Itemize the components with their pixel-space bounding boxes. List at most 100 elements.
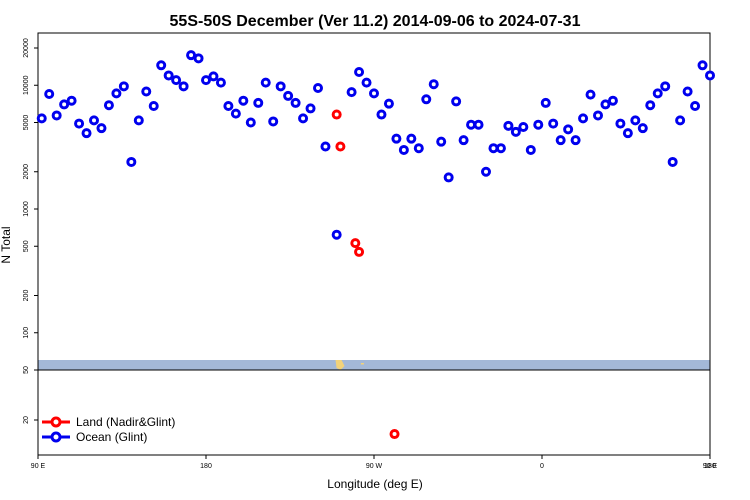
y-tick-label: 1000 xyxy=(23,201,30,217)
x-tick-label: 90 W xyxy=(366,463,383,470)
ocean-point xyxy=(391,133,402,144)
ocean-point xyxy=(645,100,656,111)
ocean-point xyxy=(275,81,286,92)
ocean-point xyxy=(675,115,686,126)
legend-ocean-marker xyxy=(50,431,62,443)
ocean-point xyxy=(354,66,365,77)
ocean-point xyxy=(313,83,323,94)
land-point xyxy=(354,246,365,257)
ocean-point xyxy=(201,75,211,86)
ocean-point xyxy=(630,115,641,126)
ocean-point xyxy=(290,97,301,108)
ocean-point xyxy=(320,141,331,152)
data-points xyxy=(36,50,715,440)
y-tick-label: 10000 xyxy=(23,75,30,95)
ocean-point xyxy=(36,113,47,124)
ocean-point xyxy=(458,135,469,146)
y-tick-label: 50 xyxy=(23,366,30,374)
ocean-point xyxy=(697,60,708,71)
ocean-point xyxy=(178,81,189,92)
ocean-point xyxy=(398,144,409,155)
chart-title: 55S-50S December (Ver 11.2) 2014-09-06 t… xyxy=(170,13,581,30)
land-point xyxy=(389,429,400,440)
ocean-point xyxy=(103,100,114,111)
ocean-point xyxy=(245,117,256,128)
ocean-point xyxy=(503,120,514,131)
land-point xyxy=(335,141,346,152)
ocean-point xyxy=(622,128,633,139)
ocean-point xyxy=(44,88,55,99)
ocean-point xyxy=(660,81,671,92)
ocean-point xyxy=(208,71,219,82)
legend-land-label: Land (Nadir&Glint) xyxy=(76,415,175,429)
ocean-point xyxy=(283,90,294,101)
x-tick-label: 90 E xyxy=(703,463,718,470)
map-strip xyxy=(38,360,710,370)
x-tick-label: 90 E xyxy=(31,463,46,470)
ocean-point xyxy=(111,88,122,99)
ocean-point xyxy=(141,86,152,97)
ocean-point xyxy=(548,118,559,129)
ocean-point xyxy=(186,50,197,61)
ocean-point xyxy=(518,121,529,132)
legend-land-marker xyxy=(50,416,62,428)
ocean-point xyxy=(436,136,447,147)
ocean-point xyxy=(66,95,77,106)
ocean-point xyxy=(488,143,499,154)
x-tick-label: 0 xyxy=(540,463,544,470)
ocean-point xyxy=(481,166,491,177)
ocean-point xyxy=(428,79,439,90)
ocean-point xyxy=(346,87,357,98)
legend: Land (Nadir&Glint) Ocean (Glint) xyxy=(42,415,175,444)
x-tick-label: 180 xyxy=(704,463,716,470)
ocean-point xyxy=(89,115,99,126)
y-tick-label: 100 xyxy=(23,327,30,339)
ocean-point xyxy=(607,95,618,106)
y-tick-label: 500 xyxy=(23,240,30,252)
ocean-point xyxy=(615,118,626,129)
map-land-island xyxy=(360,363,364,365)
ocean-point xyxy=(421,94,432,105)
ocean-point xyxy=(260,77,271,88)
ocean-point xyxy=(682,86,693,97)
ocean-point xyxy=(126,156,137,167)
ocean-point xyxy=(305,103,316,114)
ocean-point xyxy=(369,88,379,99)
ocean-point xyxy=(510,126,521,137)
ocean-point xyxy=(171,75,182,86)
ocean-point xyxy=(163,70,174,81)
y-tick-label: 20000 xyxy=(23,38,30,58)
ocean-point xyxy=(298,113,309,124)
ocean-point xyxy=(230,108,241,119)
x-tick-label: 180 xyxy=(200,463,212,470)
ocean-point xyxy=(667,156,678,167)
ocean-point xyxy=(193,53,204,64)
ocean-point xyxy=(652,88,663,99)
land-point xyxy=(331,109,342,120)
ocean-point xyxy=(495,143,506,154)
ocean-point xyxy=(133,115,144,126)
ocean-point xyxy=(466,119,477,130)
ocean-point xyxy=(570,135,581,146)
ocean-point xyxy=(74,118,85,129)
ocean-point xyxy=(51,110,62,121)
ocean-point xyxy=(96,123,107,134)
ocean-point xyxy=(331,229,342,240)
y-axis-label: N Total xyxy=(0,226,13,263)
map-land xyxy=(335,360,364,370)
land-point xyxy=(350,238,361,249)
ocean-point xyxy=(563,124,574,135)
legend-ocean-label: Ocean (Glint) xyxy=(76,430,147,444)
ocean-point xyxy=(376,109,387,120)
map-land-shape xyxy=(335,360,345,370)
ocean-point xyxy=(555,135,566,146)
ocean-point xyxy=(413,143,424,154)
ocean-point xyxy=(578,113,589,124)
ocean-point xyxy=(593,110,603,121)
ocean-point xyxy=(156,60,167,71)
ocean-point xyxy=(585,89,596,100)
ocean-point xyxy=(473,119,484,130)
ocean-point xyxy=(533,119,544,130)
